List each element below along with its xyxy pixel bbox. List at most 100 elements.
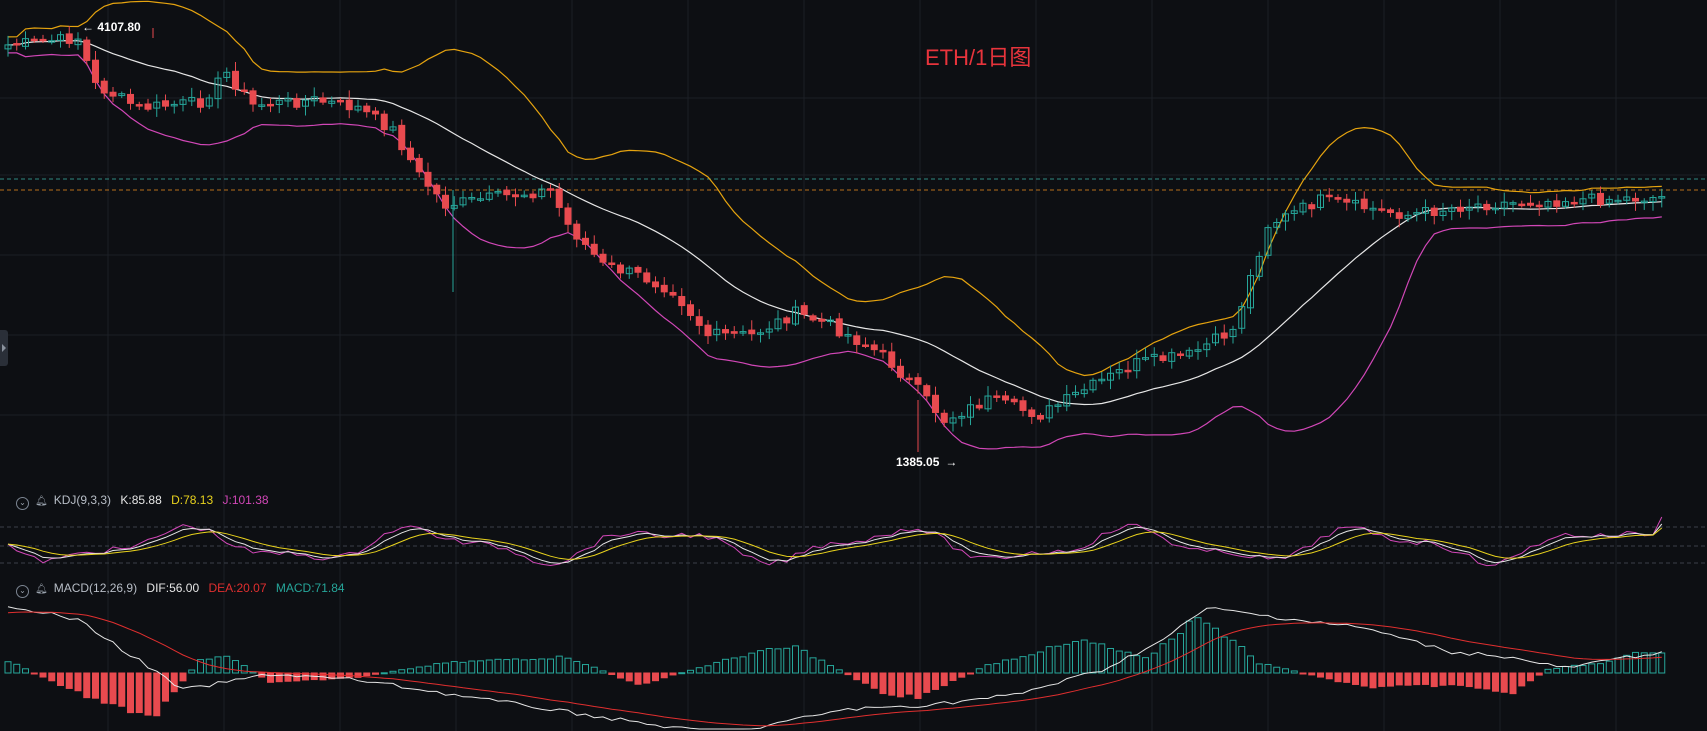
macd-histogram-bar — [1142, 657, 1149, 674]
candle-body — [135, 104, 143, 107]
boll-middle-band — [8, 39, 1662, 406]
macd-histogram-bar — [267, 672, 274, 683]
macd-histogram-bar — [975, 668, 983, 674]
candle-body — [65, 33, 73, 44]
candle-body — [1133, 358, 1141, 372]
candle-body — [538, 188, 546, 198]
macd-histogram-bar — [914, 672, 922, 699]
macd-histogram-bar — [30, 672, 38, 675]
macd-histogram-bar — [468, 660, 476, 674]
price-panel[interactable] — [4, 0, 1666, 452]
candle-body — [1474, 203, 1482, 208]
bell-icon[interactable]: 🔔︎ — [35, 496, 48, 507]
macd-histogram-bar — [984, 664, 992, 674]
macd-histogram-bar — [643, 672, 651, 684]
candle-body — [669, 291, 677, 296]
candle-body — [1518, 203, 1526, 207]
chevron-down-icon[interactable]: ⌄ — [16, 497, 29, 510]
side-panel-handle[interactable] — [0, 330, 8, 366]
candle-body — [1352, 199, 1359, 204]
candle-body — [660, 284, 668, 293]
macd-histogram-bar — [118, 672, 126, 707]
candle-body — [363, 105, 371, 113]
macd-histogram-bar — [372, 672, 379, 675]
candle-body — [792, 306, 799, 325]
candle-body — [730, 331, 738, 334]
macd-histogram-bar — [232, 660, 239, 674]
candle-body — [433, 184, 441, 195]
candle-body — [1317, 194, 1324, 208]
macd-histogram-bar — [22, 668, 29, 674]
macd-histogram-bar — [1597, 663, 1604, 674]
macd-histogram-bar — [328, 672, 336, 680]
macd-histogram-bar — [1605, 660, 1613, 674]
candle-body — [1579, 198, 1587, 205]
macd-histogram-bar — [1150, 652, 1158, 674]
macd-histogram-bar — [1527, 672, 1534, 682]
candle-body — [1238, 306, 1246, 329]
candle-body — [783, 317, 791, 324]
macd-histogram-bar — [748, 652, 756, 674]
candle-body — [949, 417, 957, 424]
candle-body — [48, 40, 56, 43]
macd-histogram-bar — [678, 672, 686, 675]
macd-histogram-bar — [652, 672, 659, 682]
macd-histogram-bar — [65, 672, 73, 689]
macd-histogram-bar — [415, 666, 423, 674]
macd-histogram-bar — [1028, 654, 1036, 674]
macd-histogram-bar — [1474, 672, 1482, 689]
macd-histogram-bar — [1334, 672, 1342, 683]
candle-body — [267, 103, 274, 107]
macd-histogram-bar — [547, 658, 554, 674]
candle-body — [1045, 405, 1053, 419]
macd-histogram-bar — [1492, 672, 1499, 692]
candle-body — [1247, 275, 1254, 309]
candle-body — [1369, 207, 1377, 211]
macd-histogram-bar — [389, 670, 397, 674]
macd-histogram-bar — [494, 658, 502, 674]
candle-body — [1124, 369, 1132, 373]
candle-body — [310, 96, 318, 102]
candle-body — [1457, 206, 1464, 212]
macd-histogram-bar — [625, 672, 633, 682]
candle-body — [13, 43, 21, 46]
candle-body — [1028, 409, 1036, 417]
macd-histogram-bar — [83, 672, 91, 699]
candle-body — [302, 99, 309, 107]
bell-icon[interactable]: 🔔︎ — [35, 584, 48, 595]
kdj-panel[interactable] — [0, 516, 1707, 567]
candle-body — [57, 34, 64, 41]
macd-histogram-bar — [520, 659, 528, 674]
macd-histogram-bar — [1115, 650, 1123, 674]
macd-histogram-bar — [1439, 672, 1447, 686]
macd-histogram-bar — [48, 672, 56, 682]
macd-histogram-bar — [870, 672, 878, 689]
candle-body — [827, 319, 834, 323]
macd-histogram-bar — [722, 658, 729, 674]
macd-histogram-bar — [354, 672, 362, 678]
macd-histogram-bar — [39, 672, 47, 678]
macd-histogram-bar — [1509, 672, 1517, 695]
macd-histogram-bar — [1588, 663, 1596, 674]
macd-histogram-bar — [275, 672, 283, 683]
candle-body — [687, 304, 694, 316]
macd-histogram-bar — [223, 655, 231, 674]
macd-histogram-bar — [687, 669, 694, 674]
macd-histogram-bar — [713, 661, 721, 674]
macd-histogram-bar — [1238, 645, 1246, 674]
candle-body — [284, 97, 292, 102]
candle-body — [809, 315, 817, 321]
macd-histogram-bar — [1255, 663, 1263, 674]
kdj-d-value: D:78.13 — [171, 493, 214, 507]
candle-body — [713, 328, 721, 336]
macd-panel[interactable] — [4, 606, 1666, 730]
candle-body — [678, 296, 686, 307]
chevron-down-icon[interactable]: ⌄ — [16, 585, 29, 598]
kdj-params: KDJ(9,3,3) — [53, 493, 112, 507]
candle-body — [30, 38, 38, 42]
candle-body — [1640, 200, 1648, 204]
candle-body — [1439, 210, 1447, 217]
macd-histogram-bar — [407, 668, 414, 674]
